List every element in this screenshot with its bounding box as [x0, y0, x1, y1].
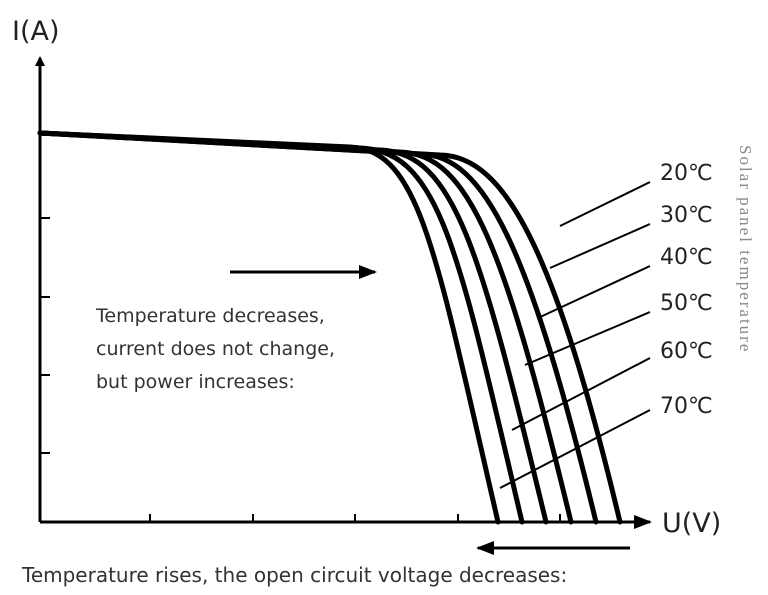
- note-line: but power increases:: [96, 371, 295, 393]
- temperature-label: 50℃: [660, 291, 713, 316]
- leader-lines: [499, 181, 651, 489]
- y-axis-label: I(A): [12, 16, 60, 47]
- iv-curves: [37, 130, 623, 525]
- temperature-label: 40℃: [660, 245, 713, 270]
- axis-ticks: [40, 217, 561, 522]
- bottom-note: Temperature rises, the open circuit volt…: [21, 563, 567, 587]
- x-axis-label: U(V): [662, 508, 721, 539]
- temperature-label: 60℃: [660, 339, 713, 364]
- side-label: Solar panel temperature: [736, 145, 755, 353]
- temperature-label: 20℃: [660, 161, 713, 186]
- temperature-label: 70℃: [660, 394, 713, 419]
- note-line: current does not change,: [96, 338, 335, 360]
- temperature-label: 30℃: [660, 203, 713, 228]
- note-line: Temperature decreases,: [95, 305, 325, 327]
